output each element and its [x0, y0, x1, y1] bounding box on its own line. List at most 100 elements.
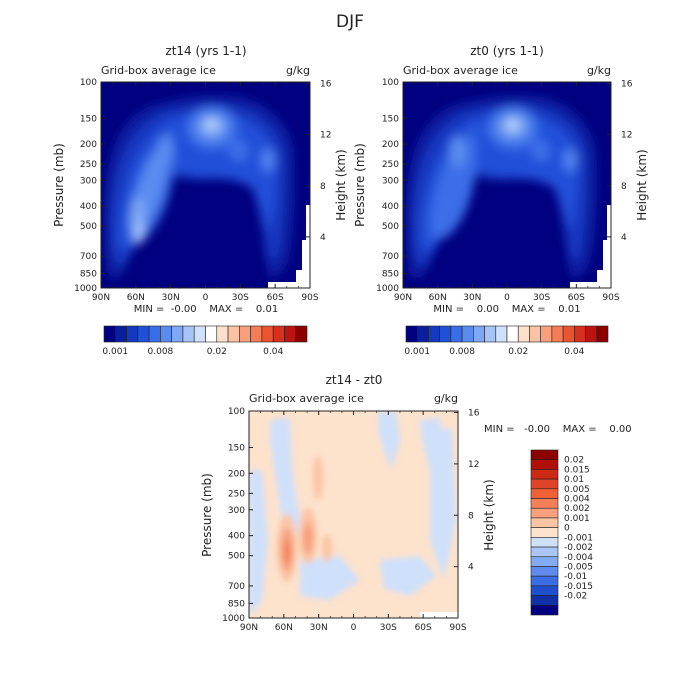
y-tick-label: 250 — [228, 489, 245, 499]
colorbar-swatch — [530, 469, 559, 480]
y2-tick-label: 16 — [621, 80, 633, 90]
y-axis-label: Pressure (mb) — [200, 473, 214, 557]
colorbar-swatch — [461, 325, 474, 343]
colorbar-label: -0.004 — [564, 553, 593, 563]
colorbar-label: 0.008 — [449, 347, 475, 357]
colorbar-label: 0.04 — [263, 347, 283, 357]
colorbar-label: 0 — [564, 524, 570, 534]
colorbar-swatch — [160, 325, 172, 343]
colorbar-swatch — [250, 325, 263, 343]
x-tick-label: 60S — [267, 293, 284, 303]
stats-label: MIN = 0.00 MAX = 0.01 — [433, 304, 580, 315]
colorbar-swatch — [530, 527, 559, 538]
x-tick-label: 60S — [568, 293, 585, 303]
colorbar-swatch — [530, 585, 559, 596]
y-tick-label: 700 — [382, 252, 399, 262]
x-tick-label: 30S — [232, 293, 249, 303]
y-axis-label: Pressure (mb) — [52, 143, 66, 227]
colorbar-label: 0.008 — [148, 347, 174, 357]
colorbar-label: -0.002 — [564, 543, 593, 553]
colorbar-label: 0.015 — [564, 465, 590, 475]
colorbar-swatch — [574, 325, 586, 343]
y-tick-label: 200 — [80, 140, 97, 150]
x-tick-label: 30S — [533, 293, 550, 303]
colorbar: 0.001 0.008 0.02 0.04 — [404, 325, 609, 357]
colorbar-swatch — [227, 325, 240, 343]
colorbar-swatch — [439, 325, 452, 343]
y2-tick-label: 12 — [468, 460, 479, 470]
y-tick-label: 300 — [228, 506, 245, 516]
colorbar: 0.020.0150.010.0050.0040.0020.0010-0.001… — [530, 449, 593, 616]
colorbar-swatch — [530, 488, 559, 499]
y-tick-label: 100 — [228, 407, 245, 417]
colorbar-swatch — [562, 325, 575, 343]
x-tick-label: 90S — [602, 293, 619, 303]
y-tick-label: 500 — [382, 222, 399, 232]
colorbar-swatch — [272, 325, 285, 343]
y2-tick-label: 8 — [320, 182, 326, 192]
colorbar-swatch — [596, 325, 609, 343]
y2-tick-label: 8 — [621, 182, 627, 192]
y2-tick-labels: 16 12 8 4 — [454, 409, 480, 573]
colorbar-swatch — [193, 325, 206, 343]
colorbar-swatch — [205, 325, 218, 343]
colorbar-swatch — [530, 537, 559, 548]
colorbar-label: 0.02 — [564, 456, 584, 466]
colorbar-label: -0.02 — [564, 592, 587, 602]
panel-title: zt14 (yrs 1-1) — [165, 44, 246, 58]
y2-tick-label: 12 — [621, 131, 632, 141]
colorbar-swatch — [585, 325, 598, 343]
colorbar-swatch — [416, 325, 429, 343]
colorbar-label: 0.01 — [564, 475, 584, 485]
colorbar-swatch — [450, 325, 463, 343]
y2-tick-labels: 16 12 8 4 — [306, 80, 332, 243]
y2-tick-label: 12 — [320, 131, 331, 141]
colorbar-swatch — [239, 325, 251, 343]
stats-label: MIN = -0.00 MAX = 0.01 — [134, 304, 278, 315]
colorbar-label: 0.001 — [102, 347, 128, 357]
colorbar-swatch — [530, 478, 559, 490]
panel-difference: zt14 - zt0 Grid-box average ice g/kg — [200, 373, 632, 633]
y-tick-label: 850 — [228, 599, 245, 609]
colorbar-swatch — [530, 575, 559, 587]
x-tick-label: 90N — [92, 293, 110, 303]
y-tick-label: 300 — [80, 176, 97, 186]
colorbar-label: 0.001 — [404, 347, 430, 357]
colorbar-swatch — [216, 325, 229, 343]
colorbar-swatch — [530, 546, 559, 558]
colorbar-swatch — [473, 325, 485, 343]
colorbar-label: -0.01 — [564, 572, 587, 582]
colorbar-swatch — [551, 325, 564, 343]
colorbar-swatch — [126, 325, 139, 343]
colorbar-swatch — [148, 325, 161, 343]
x-tick-label: 30S — [380, 623, 397, 633]
panel-subtitle-right: g/kg — [286, 64, 310, 77]
colorbar-label: 0.005 — [564, 485, 590, 495]
y-tick-label: 850 — [382, 269, 399, 279]
colorbar-swatch — [103, 325, 116, 343]
y-tick-label: 300 — [382, 176, 399, 186]
colorbar-swatch — [530, 449, 559, 461]
y-tick-label: 850 — [80, 269, 97, 279]
y-tick-label: 250 — [80, 160, 97, 170]
colorbar-label: 0.001 — [564, 514, 590, 524]
y-tick-labels: 100 150 200 250 300 400 500 700 850 1000 — [74, 78, 105, 294]
x-tick-label: 30N — [162, 293, 180, 303]
y-tick-label: 250 — [382, 160, 399, 170]
colorbar-swatch — [530, 517, 559, 528]
y2-axis-label: Height (km) — [334, 149, 348, 220]
colorbar-label: 0.04 — [564, 347, 584, 357]
y-tick-label: 700 — [228, 582, 245, 592]
y-tick-label: 200 — [228, 469, 245, 479]
y-axis-label: Pressure (mb) — [353, 143, 367, 227]
x-tick-label: 30N — [463, 293, 481, 303]
colorbar-swatch — [171, 325, 184, 343]
x-tick-label: 60N — [429, 293, 447, 303]
y-tick-label: 700 — [80, 252, 97, 262]
panel-title: zt0 (yrs 1-1) — [470, 44, 544, 58]
y-tick-label: 150 — [80, 114, 97, 124]
colorbar-label: -0.015 — [564, 582, 593, 592]
y2-tick-label: 16 — [468, 409, 480, 419]
y2-axis-label: Height (km) — [482, 479, 496, 550]
colorbar-swatch — [428, 325, 440, 343]
